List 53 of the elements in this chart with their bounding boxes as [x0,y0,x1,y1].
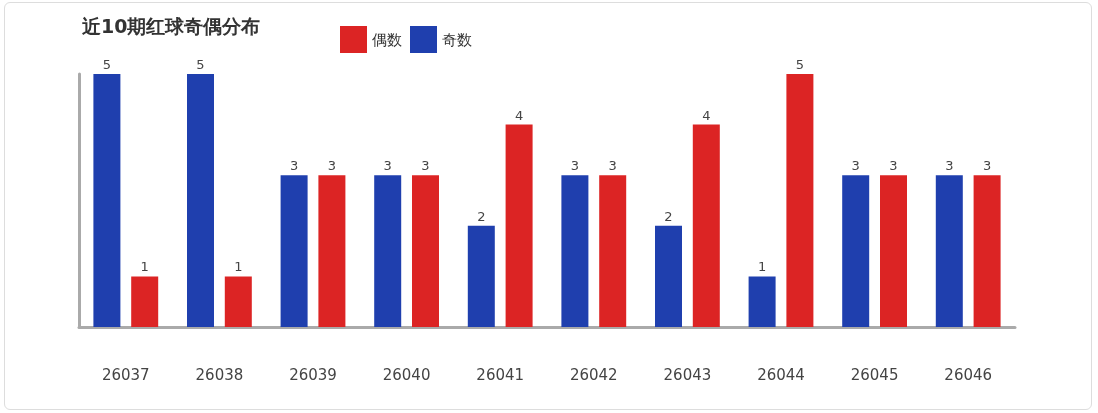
data-label: 3 [608,158,617,174]
data-label: 2 [664,208,673,224]
data-label: 3 [851,158,860,174]
x-tick-label: 26040 [382,365,431,384]
x-tick-label: 26041 [476,365,525,384]
data-label: 2 [477,208,486,224]
data-label: 3 [889,158,898,174]
bar [374,175,402,327]
data-label: 1 [140,259,149,275]
data-label: 4 [514,107,524,123]
data-label: 5 [102,57,112,72]
data-label: 5 [795,57,805,72]
bar [748,276,776,327]
x-tick-label: 26039 [289,365,337,384]
bar [935,175,963,327]
bar [131,276,159,327]
bar [692,124,720,327]
bar [880,175,907,327]
data-label: 3 [383,158,392,174]
data-label: 3 [945,158,954,174]
legend-label: 偶数 [372,30,402,49]
bar [187,74,214,327]
bar [786,74,814,327]
bar [467,225,495,327]
data-label: 1 [234,259,243,275]
data-label: 3 [289,158,299,174]
bar [973,175,1001,327]
bar [599,175,627,327]
bar [412,175,439,327]
bar [842,175,870,327]
bar [561,175,589,327]
bar [280,175,308,327]
data-label: 3 [570,158,580,174]
x-tick-label: 26037 [101,365,150,384]
data-label: 3 [327,158,337,174]
x-tick-label: 26043 [663,365,712,384]
x-tick-label: 26045 [850,365,899,384]
data-label: 3 [982,158,992,174]
bar [93,74,121,327]
bar [318,175,346,327]
data-label: 3 [421,158,430,174]
data-label: 1 [757,259,767,275]
data-label: 4 [702,107,711,123]
bar [224,276,252,327]
chart-title: 近10期红球奇偶分布 [81,14,261,37]
x-tick-label: 26038 [195,365,244,384]
x-tick-label: 26042 [569,365,618,384]
x-tick-label: 26044 [757,365,805,384]
data-label: 5 [196,57,205,72]
x-tick-label: 26046 [944,365,993,384]
legend-label: 奇数 [442,30,472,49]
bar [655,225,682,327]
bar [505,124,533,327]
